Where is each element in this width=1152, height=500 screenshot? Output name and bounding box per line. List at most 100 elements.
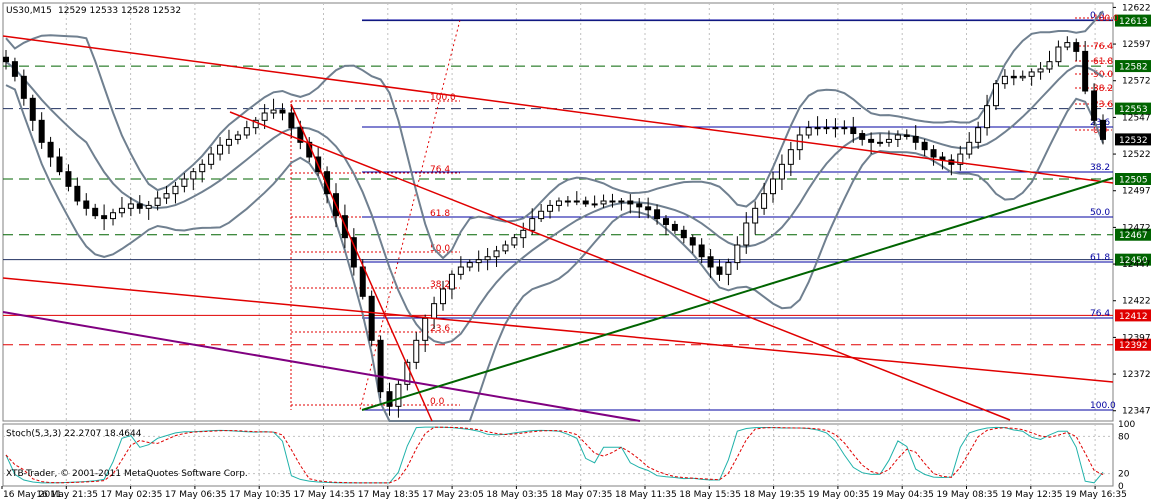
candle-body — [752, 207, 759, 224]
candle-body — [368, 295, 375, 341]
y-tick-label: 12622 — [1122, 3, 1151, 13]
candle-body — [1001, 75, 1008, 85]
candle-body — [20, 75, 27, 99]
candle-body — [1019, 75, 1026, 79]
x-tick-label: 17 May 18:35 — [358, 490, 420, 500]
candle-body — [493, 250, 500, 258]
candle-body — [671, 223, 678, 231]
y-tick-label: 12572 — [1122, 77, 1151, 87]
trend-lines[interactable] — [2, 35, 1114, 422]
candle-body — [136, 203, 143, 209]
green-trend-line[interactable] — [361, 177, 1114, 411]
candle-body — [707, 256, 714, 268]
fib-small-label: 61.8 — [1093, 57, 1113, 67]
candle-body — [154, 197, 161, 206]
candle-body — [440, 288, 447, 305]
candle-body — [966, 141, 973, 155]
x-tick-label: 17 May 06:35 — [165, 490, 227, 500]
candle-body — [636, 203, 643, 208]
candle-body — [413, 339, 420, 363]
fib-right-label: 38.2 — [1090, 163, 1110, 173]
fib-small-label: 50.0 — [1093, 70, 1113, 80]
candle-body — [11, 61, 18, 77]
bb-lower — [5, 84, 1104, 422]
level-label: 12582 — [1119, 63, 1148, 73]
candle-body — [208, 153, 215, 165]
candle-body — [448, 273, 455, 290]
candle-body — [47, 141, 54, 158]
fib-right-label: 100.0 — [1090, 401, 1116, 411]
candle-body — [3, 56, 9, 63]
x-tick-label: 19 May 04:35 — [872, 490, 934, 500]
x-tick-label: 19 May 16:35 — [1065, 490, 1127, 500]
candle-body — [1073, 42, 1080, 52]
stoch-signal-line — [5, 426, 1104, 484]
x-tick-label: 19 May 00:35 — [808, 490, 870, 500]
y-tick-label: 12497 — [1122, 187, 1151, 197]
y-tick-label: 12522 — [1122, 150, 1151, 160]
red-trend-line-3[interactable] — [229, 111, 1011, 421]
x-tick-label: 17 May 14:35 — [294, 490, 356, 500]
level-label-bg — [1115, 60, 1151, 73]
candle-body — [1046, 61, 1053, 70]
candle-body — [877, 141, 884, 144]
level-label-bg — [1115, 338, 1151, 351]
y-tick-label: 12397 — [1122, 333, 1151, 343]
price-axis: 12622 12597 12572 12547 12522 12497 12472 12447… — [1113, 3, 1151, 417]
bb-middle — [5, 60, 1104, 345]
level-label: 12532 — [1119, 136, 1148, 146]
candle-body — [868, 138, 875, 143]
purple-trend-line[interactable] — [2, 311, 641, 422]
candle-body — [145, 204, 152, 209]
candlesticks — [3, 36, 1106, 418]
candle-body — [627, 200, 634, 205]
candle-body — [484, 256, 491, 261]
candle-body — [127, 203, 134, 209]
candle-body — [431, 303, 438, 319]
bb-upper — [5, 10, 1104, 260]
level-label-bg — [1115, 102, 1151, 115]
candle-body — [466, 262, 473, 268]
candle-body — [564, 200, 571, 203]
fib-left-label: 0.0 — [430, 397, 445, 407]
x-tick-label: 16 May 21:35 — [36, 490, 98, 500]
candle-body — [957, 153, 964, 165]
candle-body — [288, 112, 295, 129]
y-tick-label: 12422 — [1122, 297, 1151, 307]
candle-body — [645, 206, 652, 211]
red-trend-line-2[interactable] — [2, 277, 1114, 383]
candle-body — [225, 138, 232, 146]
candle-body — [252, 119, 259, 129]
fib-small-label: 23.6 — [1093, 100, 1113, 110]
candle-body — [591, 203, 598, 206]
red-trend-line-1[interactable] — [2, 35, 1114, 184]
fib-right-label: 61.8 — [1090, 253, 1110, 263]
candle-body — [163, 193, 170, 199]
candle-body — [395, 383, 402, 407]
candle-body — [65, 171, 72, 187]
candle-body — [1082, 50, 1089, 92]
candle-body — [912, 135, 919, 143]
candle-body — [118, 207, 125, 214]
grid — [65, 3, 1096, 486]
stoch-level-label: 0 — [1118, 482, 1124, 492]
candle-body — [1010, 75, 1017, 79]
candle-body — [609, 200, 616, 203]
x-tick-label: 16 May 2011 — [3, 490, 62, 500]
stoch-label: Stoch(5,3,3) 22.2707 18.4644 — [6, 429, 142, 439]
candle-body — [511, 237, 518, 246]
candle-body — [547, 204, 554, 212]
candle-body — [1100, 119, 1106, 140]
candle-body — [529, 218, 536, 231]
level-label: 12467 — [1119, 231, 1148, 241]
candle-body — [422, 317, 429, 341]
level-label-bg — [1115, 309, 1151, 322]
candle-body — [787, 149, 794, 165]
candle-body — [903, 134, 910, 137]
stoch-level-label: 100 — [1118, 420, 1135, 430]
red-trend-line-steep[interactable] — [290, 103, 433, 422]
candle-body — [217, 144, 224, 155]
